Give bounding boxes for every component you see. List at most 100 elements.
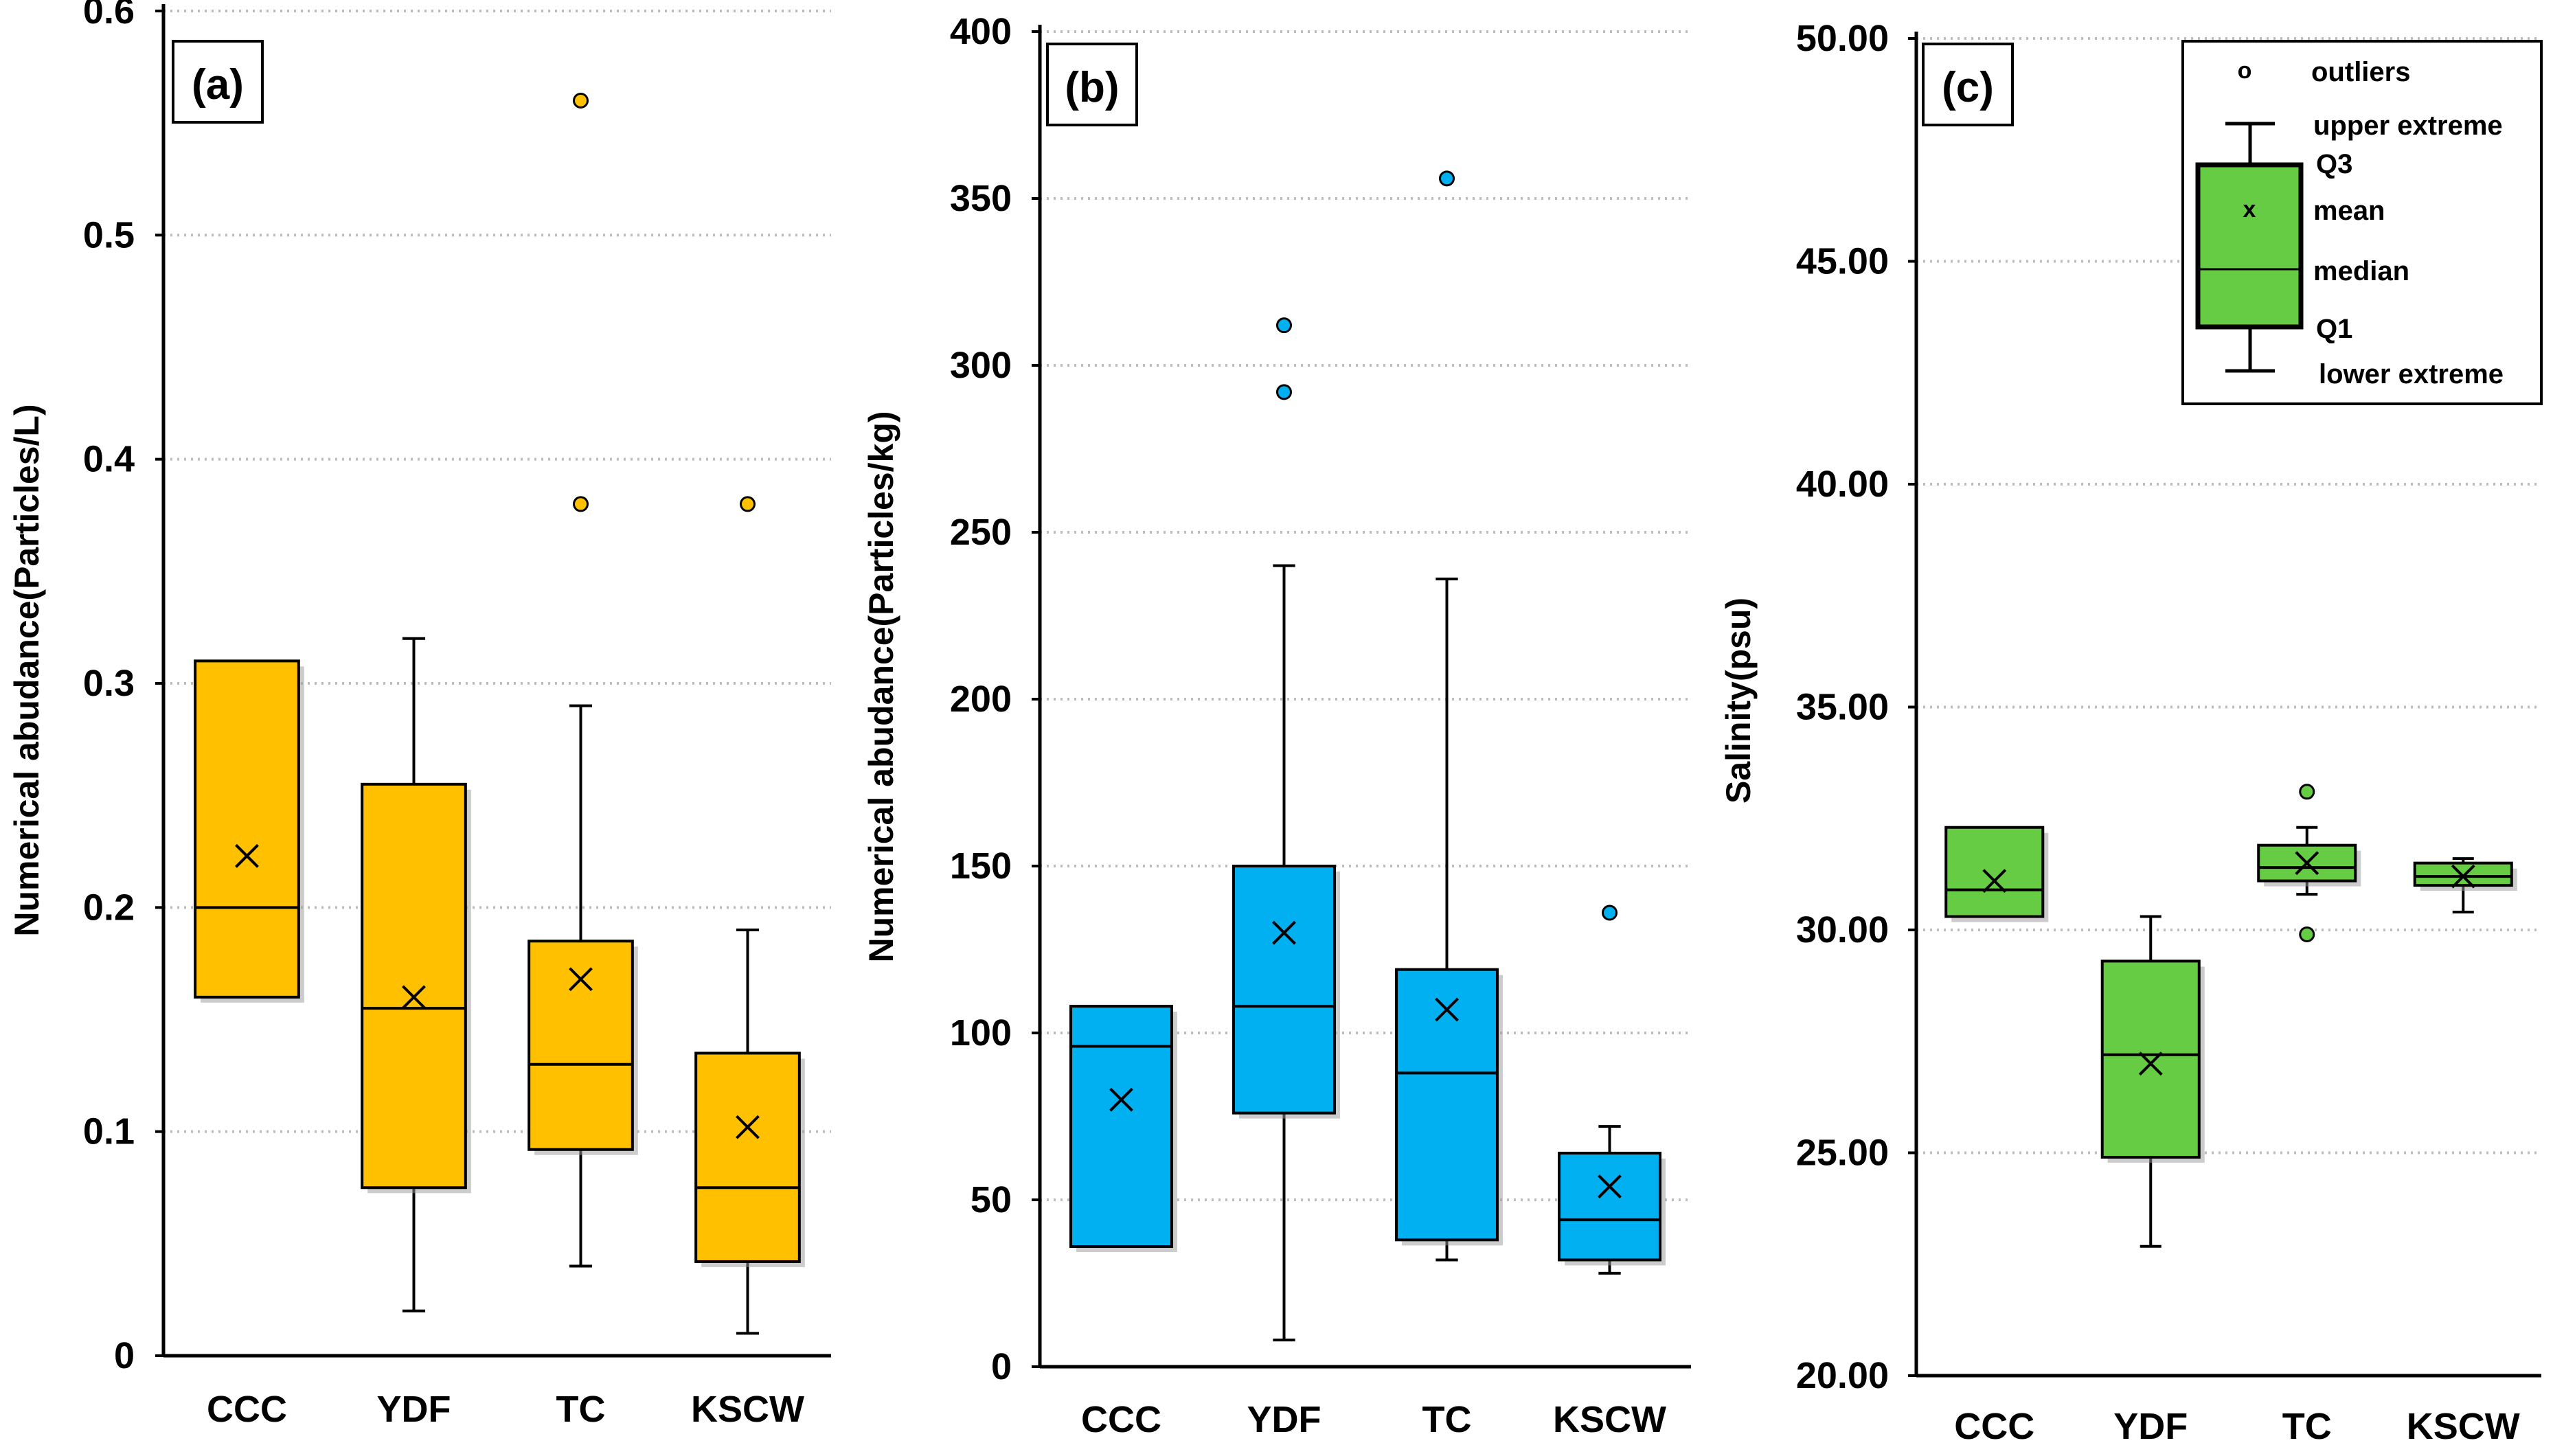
legend-box (2195, 162, 2304, 330)
mean-marker (1598, 1174, 1622, 1198)
y-tick-label: 0.1 (83, 1111, 135, 1152)
x-tick-label: KSCW (691, 1389, 804, 1430)
y-tick-label: 0.5 (83, 214, 135, 255)
y-tick-label: 30.00 (1796, 909, 1889, 951)
box (2413, 861, 2513, 887)
legend-q1-label: Q1 (2316, 314, 2352, 344)
panel-label-box (1046, 43, 1138, 126)
legend-mean-marker: x (2243, 196, 2256, 223)
y-tick-label: 35.00 (1796, 687, 1889, 728)
y-tick-label: 40.00 (1796, 464, 1889, 505)
mean-marker (2295, 851, 2319, 876)
box-tc (1395, 170, 1503, 1262)
x-tick-label: YDF (1247, 1399, 1321, 1440)
box (1232, 865, 1336, 1115)
y-tick-label: 0 (991, 1346, 1012, 1387)
box (527, 940, 634, 1151)
y-axis-label: Numerical abudance(Particles/L) (8, 404, 46, 936)
mean-marker (2451, 864, 2475, 889)
y-tick-label: 50 (971, 1179, 1012, 1220)
box-ydf (1232, 317, 1340, 1342)
outlier-point (1276, 384, 1292, 400)
y-tick-label: 100 (950, 1012, 1012, 1054)
x-tick-label: TC (556, 1389, 606, 1430)
box-ydf (2100, 915, 2205, 1248)
panel-label: (b) (1065, 64, 1119, 111)
outlier-point (1602, 905, 1618, 921)
y-axis-label: Salinity(psu) (1719, 598, 1758, 804)
outlier-point (2299, 784, 2315, 800)
legend: o outliers x upper extreme Q3 mean media… (2181, 40, 2543, 405)
panel-c: Salinity(psu) 20.00 25.00 30.00 35.00 40.00 4… (1719, 18, 2543, 1447)
x-tick-label: YDF (377, 1389, 451, 1430)
y-tick-label: 25.00 (1796, 1133, 1889, 1174)
y-tick-label: 350 (950, 178, 1012, 219)
panel-b: Numerical abudance(Particles/kg) 0 50 100 1… (862, 11, 1691, 1440)
mean-marker (569, 967, 593, 992)
outlier-point (740, 496, 756, 512)
box-tc (527, 93, 638, 1268)
y-tick-label: 200 (950, 679, 1012, 720)
legend-outlier-marker: o (2238, 58, 2252, 84)
outlier-point (2299, 926, 2315, 942)
x-tick-label: CCC (1081, 1399, 1161, 1440)
y-tick-label: 0.2 (83, 887, 135, 928)
legend-upper-extreme-label: upper extreme (2313, 111, 2503, 141)
legend-q3-label: Q3 (2316, 149, 2352, 179)
y-tick-label: 0.6 (83, 0, 135, 32)
panel-a: Numerical abudance(Particles/L) 0 0.1 0.2 0… (8, 0, 831, 1430)
box-kscw (694, 496, 805, 1335)
x-tick-label: YDF (2113, 1406, 2188, 1447)
y-tick-label: 0.4 (83, 439, 135, 480)
y-tick-label: 20.00 (1796, 1355, 1889, 1396)
mean-marker (1982, 869, 2007, 894)
mean-marker (402, 985, 426, 1010)
legend-lower-extreme-label: lower extreme (2319, 359, 2504, 389)
legend-median-label: median (2313, 256, 2409, 286)
y-tick-label: 250 (950, 512, 1012, 553)
y-tick-label: 400 (950, 11, 1012, 52)
y-axis-label: Numerical abudance(Particles/kg) (862, 411, 900, 962)
box (2257, 843, 2357, 883)
y-tick-label: 300 (950, 345, 1012, 386)
box-ccc (1944, 826, 2049, 922)
y-tick-label: 0 (114, 1335, 135, 1376)
panel-label-box (172, 40, 264, 124)
mean-marker (2138, 1051, 2163, 1076)
box (361, 782, 467, 1190)
box-kscw (2413, 857, 2517, 914)
outlier-point (573, 93, 589, 109)
x-tick-label: TC (2282, 1406, 2332, 1447)
outlier-point (573, 496, 589, 512)
outlier-point (1276, 317, 1292, 334)
x-tick-label: CCC (207, 1389, 287, 1430)
y-tick-label: 45.00 (1796, 241, 1889, 282)
outlier-point (1439, 170, 1455, 187)
box (2100, 959, 2201, 1159)
box-ydf (361, 637, 471, 1312)
panel-label-box (1922, 43, 2014, 126)
box (1944, 826, 2045, 918)
y-tick-label: 150 (950, 845, 1012, 887)
y-tick-label: 0.3 (83, 663, 135, 704)
x-tick-label: KSCW (1553, 1399, 1666, 1440)
box (1069, 1005, 1173, 1249)
box-ccc (1069, 1005, 1177, 1253)
box (1558, 1151, 1661, 1262)
panel-label: (c) (1942, 64, 1994, 111)
legend-mean-label: mean (2313, 196, 2385, 226)
mean-marker (1109, 1087, 1133, 1112)
box-tc (2257, 784, 2361, 942)
panel-label: (a) (192, 61, 244, 109)
x-tick-label: TC (1422, 1399, 1472, 1440)
y-tick-label: 50.00 (1796, 18, 1889, 59)
box (194, 659, 300, 999)
box-kscw (1558, 905, 1666, 1275)
mean-marker (235, 843, 259, 868)
mean-marker (1435, 997, 1459, 1022)
box-ccc (194, 659, 304, 1003)
box (694, 1051, 801, 1263)
mean-marker (1272, 920, 1296, 945)
box (1395, 968, 1499, 1242)
